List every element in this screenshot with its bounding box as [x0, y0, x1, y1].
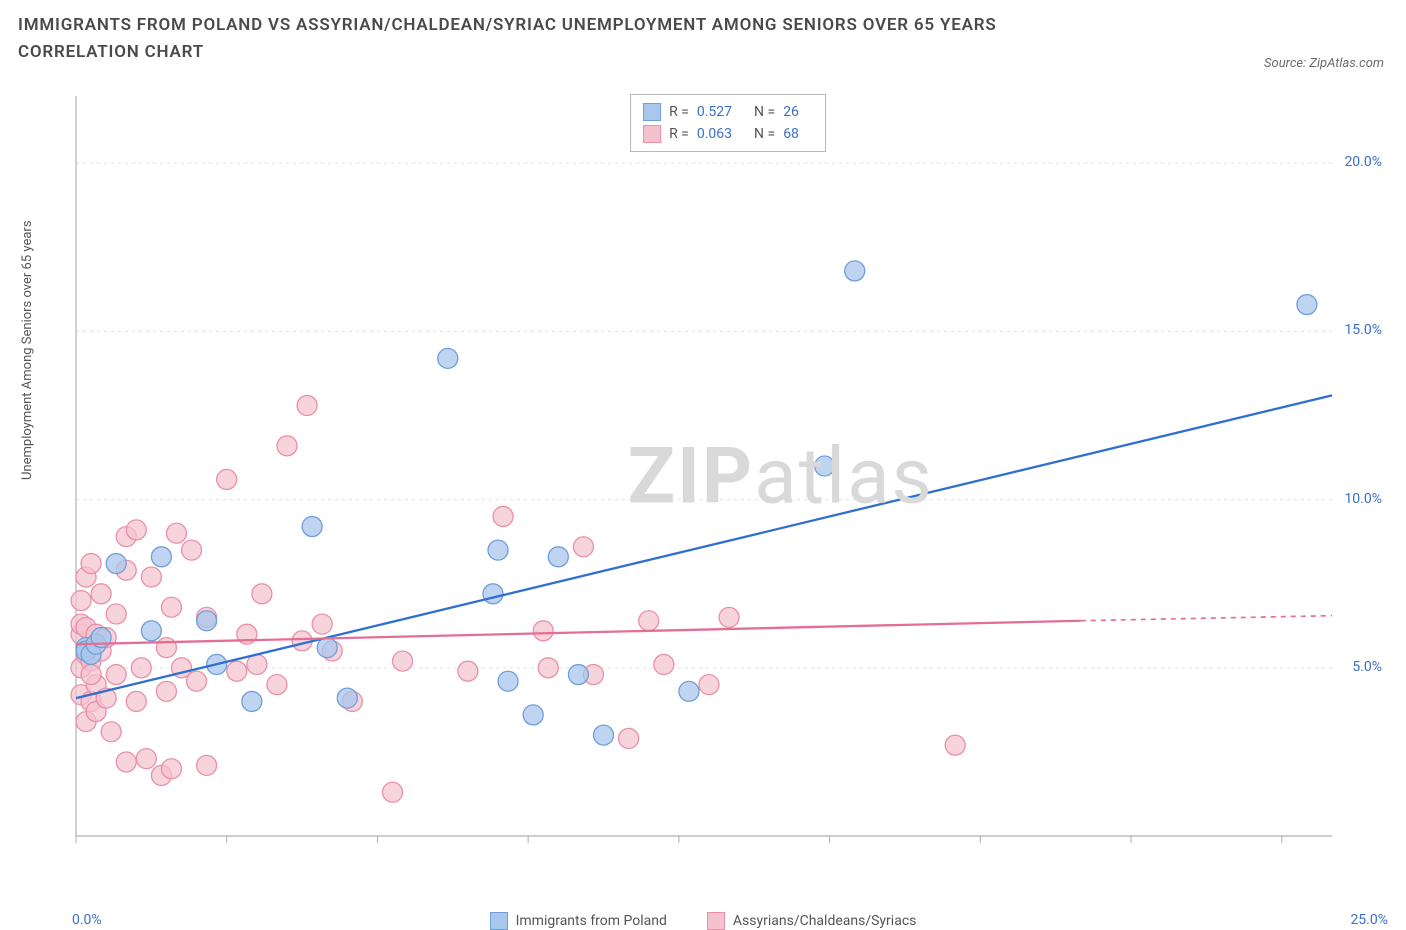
- swatch-poland: [490, 912, 508, 930]
- r-label: R =: [669, 126, 689, 142]
- legend-row-poland: R = 0.527 N = 26: [643, 101, 813, 123]
- y-tick-label: 15.0%: [1344, 322, 1382, 338]
- n-value-assyrian: 68: [783, 126, 799, 142]
- n-label: N =: [754, 104, 775, 120]
- r-value-assyrian: 0.063: [697, 126, 732, 142]
- legend-item-poland: Immigrants from Poland: [490, 912, 667, 930]
- scatter-plot-svg: [68, 92, 1388, 862]
- plot-area: ZIPatlas R = 0.527 N = 26 R = 0.063 N = …: [68, 92, 1388, 862]
- swatch-assyrian: [643, 125, 661, 143]
- r-value-poland: 0.527: [697, 104, 732, 120]
- source-attribution: Source: ZipAtlas.com: [1264, 56, 1384, 71]
- series-legend: Immigrants from Poland Assyrians/Chaldea…: [0, 912, 1406, 930]
- n-value-poland: 26: [783, 104, 799, 120]
- swatch-assyrian: [707, 912, 725, 930]
- y-tick-label: 5.0%: [1352, 659, 1382, 675]
- n-label: N =: [754, 126, 775, 142]
- legend-label-assyrian: Assyrians/Chaldeans/Syriacs: [733, 913, 916, 929]
- chart-container: IMMIGRANTS FROM POLAND VS ASSYRIAN/CHALD…: [0, 0, 1406, 930]
- legend-label-poland: Immigrants from Poland: [516, 913, 667, 929]
- y-tick-label: 10.0%: [1344, 491, 1382, 507]
- chart-title: IMMIGRANTS FROM POLAND VS ASSYRIAN/CHALD…: [18, 12, 1118, 66]
- swatch-poland: [643, 103, 661, 121]
- y-axis-label: Unemployment Among Seniors over 65 years: [20, 220, 35, 480]
- y-tick-label: 20.0%: [1344, 154, 1382, 170]
- correlation-legend: R = 0.527 N = 26 R = 0.063 N = 68: [630, 94, 826, 152]
- r-label: R =: [669, 104, 689, 120]
- legend-item-assyrian: Assyrians/Chaldeans/Syriacs: [707, 912, 916, 930]
- legend-row-assyrian: R = 0.063 N = 68: [643, 123, 813, 145]
